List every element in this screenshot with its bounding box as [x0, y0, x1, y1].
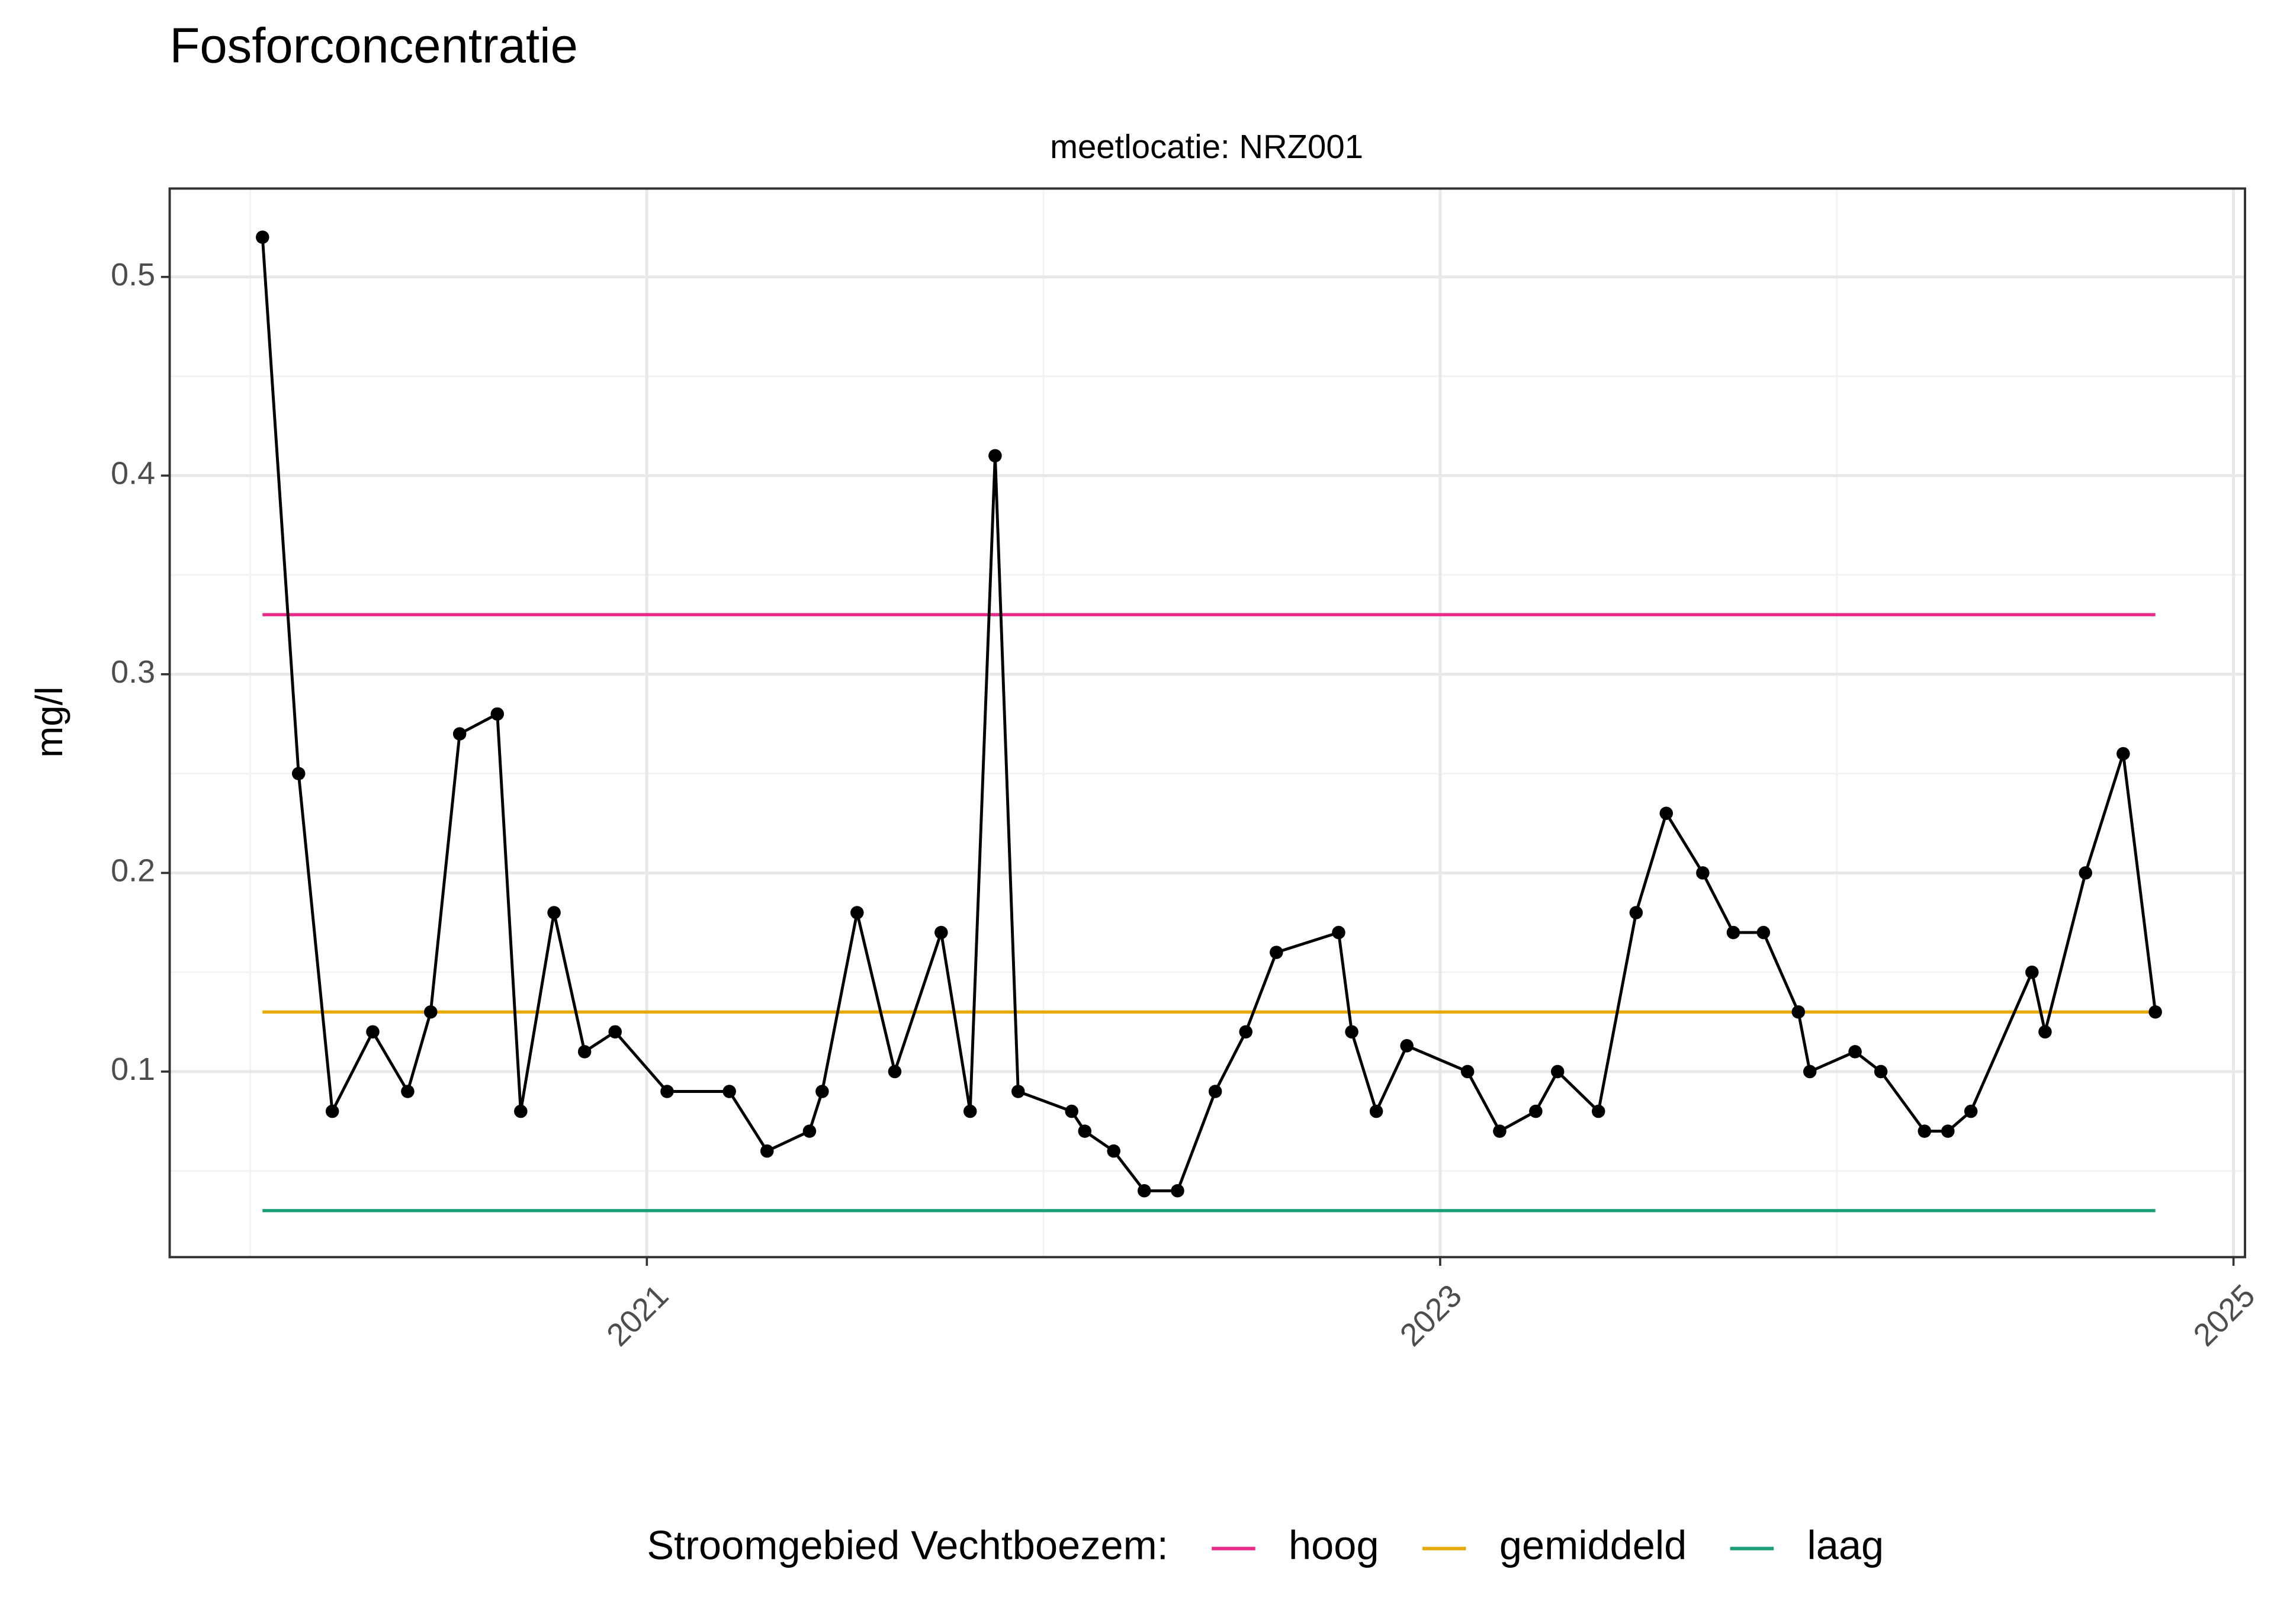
data-point — [1659, 806, 1674, 820]
data-point — [2079, 866, 2093, 880]
data-point — [1591, 1104, 1605, 1118]
data-point — [2116, 747, 2130, 761]
data-point — [2025, 965, 2039, 979]
data-point — [1107, 1144, 1120, 1158]
data-point — [256, 230, 269, 244]
data-point — [802, 1124, 817, 1138]
y-tick-label: 0.1 — [111, 1051, 155, 1087]
data-point — [660, 1085, 674, 1098]
data-point — [1803, 1065, 1817, 1079]
data-point — [1629, 906, 1643, 919]
data-point — [1345, 1025, 1358, 1039]
data-point — [1918, 1124, 1932, 1138]
data-point — [424, 1005, 438, 1019]
data-point — [722, 1085, 736, 1098]
data-point — [1791, 1005, 1806, 1019]
panel-border — [168, 187, 2246, 1259]
legend-title: Stroomgebied Vechtboezem: — [647, 1523, 1168, 1568]
data-point — [1529, 1104, 1543, 1118]
data-point — [2038, 1025, 2052, 1039]
data-point — [1400, 1039, 1414, 1053]
data-point — [547, 906, 561, 919]
y-tick-label: 0.5 — [111, 257, 155, 292]
data-point — [1726, 925, 1740, 940]
data-point — [988, 449, 1002, 463]
data-point — [514, 1104, 528, 1118]
data-point — [401, 1085, 415, 1098]
data-point — [452, 727, 467, 741]
y-tick-label: 0.3 — [111, 654, 155, 690]
data-point — [1696, 866, 1710, 880]
facet-label: meetlocatie: NRZ001 — [1050, 128, 1363, 165]
y-tick-label: 0.4 — [111, 456, 155, 491]
data-point — [366, 1025, 380, 1039]
data-point — [760, 1144, 774, 1158]
data-point — [1332, 925, 1345, 940]
data-point — [1011, 1085, 1025, 1098]
data-point — [1171, 1184, 1184, 1198]
data-point — [1239, 1025, 1253, 1039]
data-point — [577, 1045, 592, 1059]
chart-title: Fosforconcentratie — [170, 18, 578, 73]
data-point — [1078, 1124, 1092, 1138]
data-point — [1065, 1104, 1078, 1118]
data-point — [1874, 1065, 1888, 1079]
y-axis-label: mg/l — [28, 687, 70, 758]
data-point — [1460, 1065, 1475, 1079]
data-point — [2148, 1005, 2162, 1019]
data-point — [850, 906, 864, 919]
legend-label: hoog — [1289, 1523, 1379, 1568]
legend-label: laag — [1807, 1523, 1884, 1568]
y-tick-label: 0.2 — [111, 853, 155, 889]
data-point — [1270, 946, 1283, 959]
data-point — [815, 1085, 829, 1098]
legend-label: gemiddeld — [1499, 1523, 1687, 1568]
data-point — [1848, 1045, 1862, 1059]
data-point — [963, 1104, 977, 1118]
data-point — [608, 1025, 622, 1039]
data-point — [1941, 1124, 1955, 1138]
data-point — [325, 1104, 339, 1118]
data-point — [1208, 1085, 1222, 1098]
data-point — [888, 1065, 902, 1079]
data-point — [490, 707, 505, 721]
data-point — [934, 925, 948, 940]
data-point — [1550, 1065, 1565, 1079]
data-point — [1493, 1124, 1507, 1138]
data-point — [291, 767, 306, 780]
data-point — [1964, 1104, 1978, 1118]
data-point — [1369, 1104, 1383, 1118]
data-point — [1756, 925, 1771, 940]
data-point — [1138, 1184, 1151, 1198]
